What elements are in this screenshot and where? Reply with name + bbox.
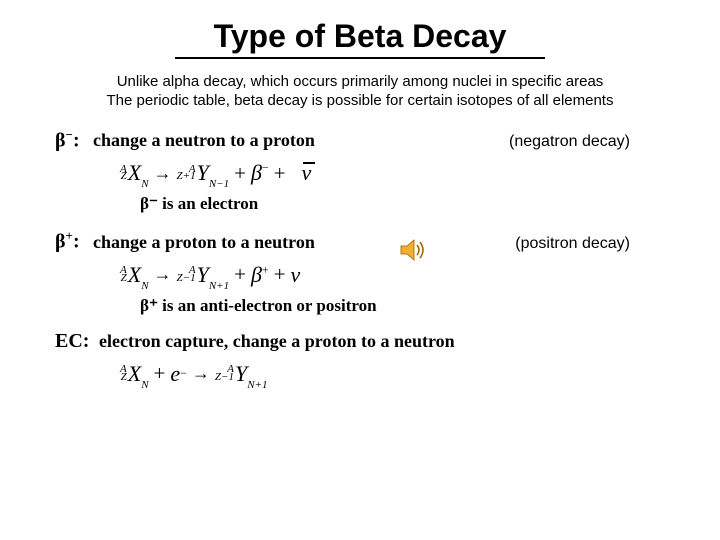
plus-sign: +	[234, 161, 246, 186]
plus-sign: +	[274, 262, 286, 287]
beta-term-sup: +	[262, 262, 269, 276]
x-el: X	[128, 361, 141, 387]
arrow-icon: →	[154, 163, 172, 184]
y-sub: N+1	[247, 379, 267, 391]
x-sub: N	[141, 379, 148, 391]
y-bot: Z−1	[177, 273, 196, 285]
beta-term: β+	[251, 262, 269, 288]
e-el: e	[170, 361, 180, 387]
x-el: X	[128, 160, 141, 186]
x-bot: Z	[120, 171, 127, 183]
title-underline	[175, 57, 545, 59]
beta-plus-equation: AZ X N → AZ−1 Y N+1 + β+ + ν	[0, 262, 720, 288]
nuclide-x: AZ X N	[120, 160, 149, 186]
intro-line1: Unlike alpha decay, which occurs primari…	[117, 73, 604, 90]
nuclide-x: AZ X N	[120, 361, 149, 387]
beta-minus-equation: AZ X N → AZ+1 Y N−1 + β− + ν	[0, 160, 720, 186]
arrow-icon: →	[192, 363, 210, 384]
intro-text: Unlike alpha decay, which occurs primari…	[0, 73, 720, 111]
beta-minus-desc: change a neutron to a proton	[93, 130, 315, 151]
electron-term: e−	[170, 361, 187, 387]
e-sup: −	[180, 366, 187, 381]
beta-minus-label: β−:	[55, 127, 93, 153]
x-bot: Z	[120, 273, 127, 285]
beta-term: β−	[251, 160, 269, 186]
page-title: Type of Beta Decay	[0, 0, 720, 57]
beta-plus-row: β+: change a proton to a neutron (positr…	[0, 228, 720, 254]
beta-plus-desc: change a proton to a neutron	[93, 232, 315, 253]
x-el: X	[128, 262, 141, 288]
intro-line2: The periodic table, beta decay is possib…	[107, 92, 614, 109]
y-sub: N−1	[209, 178, 229, 190]
y-el: Y	[235, 361, 247, 387]
beta-minus-row: β−: change a neutron to a proton (negatr…	[0, 127, 720, 153]
nuclide-y: AZ−1 Y N+1	[177, 262, 230, 288]
beta-plus-sup: +	[66, 228, 73, 243]
x-sub: N	[141, 280, 148, 292]
beta-plus-paren: (positron decay)	[515, 235, 720, 253]
beta-plus-label: β+:	[55, 228, 93, 254]
nuclide-y: AZ+1 Y N−1	[177, 160, 230, 186]
nuclide-x: AZ X N	[120, 262, 149, 288]
y-bot: Z+1	[177, 171, 196, 183]
x-sub: N	[141, 178, 148, 190]
neutrino: ν	[291, 262, 301, 288]
plus-sign: +	[234, 262, 246, 287]
beta-plus-note: β⁺ is an anti-electron or positron	[0, 296, 720, 316]
ec-label: EC:	[55, 330, 99, 353]
beta-minus-paren: (negatron decay)	[509, 133, 720, 151]
ec-equation: AZ X N + e− → AZ−1 Y N+1	[0, 361, 720, 387]
x-bot: Z	[120, 372, 127, 384]
y-el: Y	[197, 262, 209, 288]
ec-desc: electron capture, change a proton to a n…	[99, 331, 455, 352]
y-bot: Z−1	[215, 372, 234, 384]
plus-sign: +	[274, 161, 286, 186]
arrow-icon: →	[154, 264, 172, 285]
y-el: Y	[197, 160, 209, 186]
speaker-icon[interactable]	[400, 238, 428, 267]
beta-symbol: β	[55, 129, 66, 151]
antineutrino: ν	[291, 160, 312, 186]
ec-row: EC: electron capture, change a proton to…	[0, 330, 720, 353]
plus-sign: +	[154, 361, 166, 386]
beta-minus-note: β⁻ is an electron	[0, 194, 720, 214]
y-sub: N+1	[209, 280, 229, 292]
beta-minus-sup: −	[66, 127, 73, 142]
beta-symbol: β	[55, 231, 66, 253]
nuclide-y: AZ−1 Y N+1	[215, 361, 268, 387]
beta-term-sup: −	[262, 161, 269, 175]
